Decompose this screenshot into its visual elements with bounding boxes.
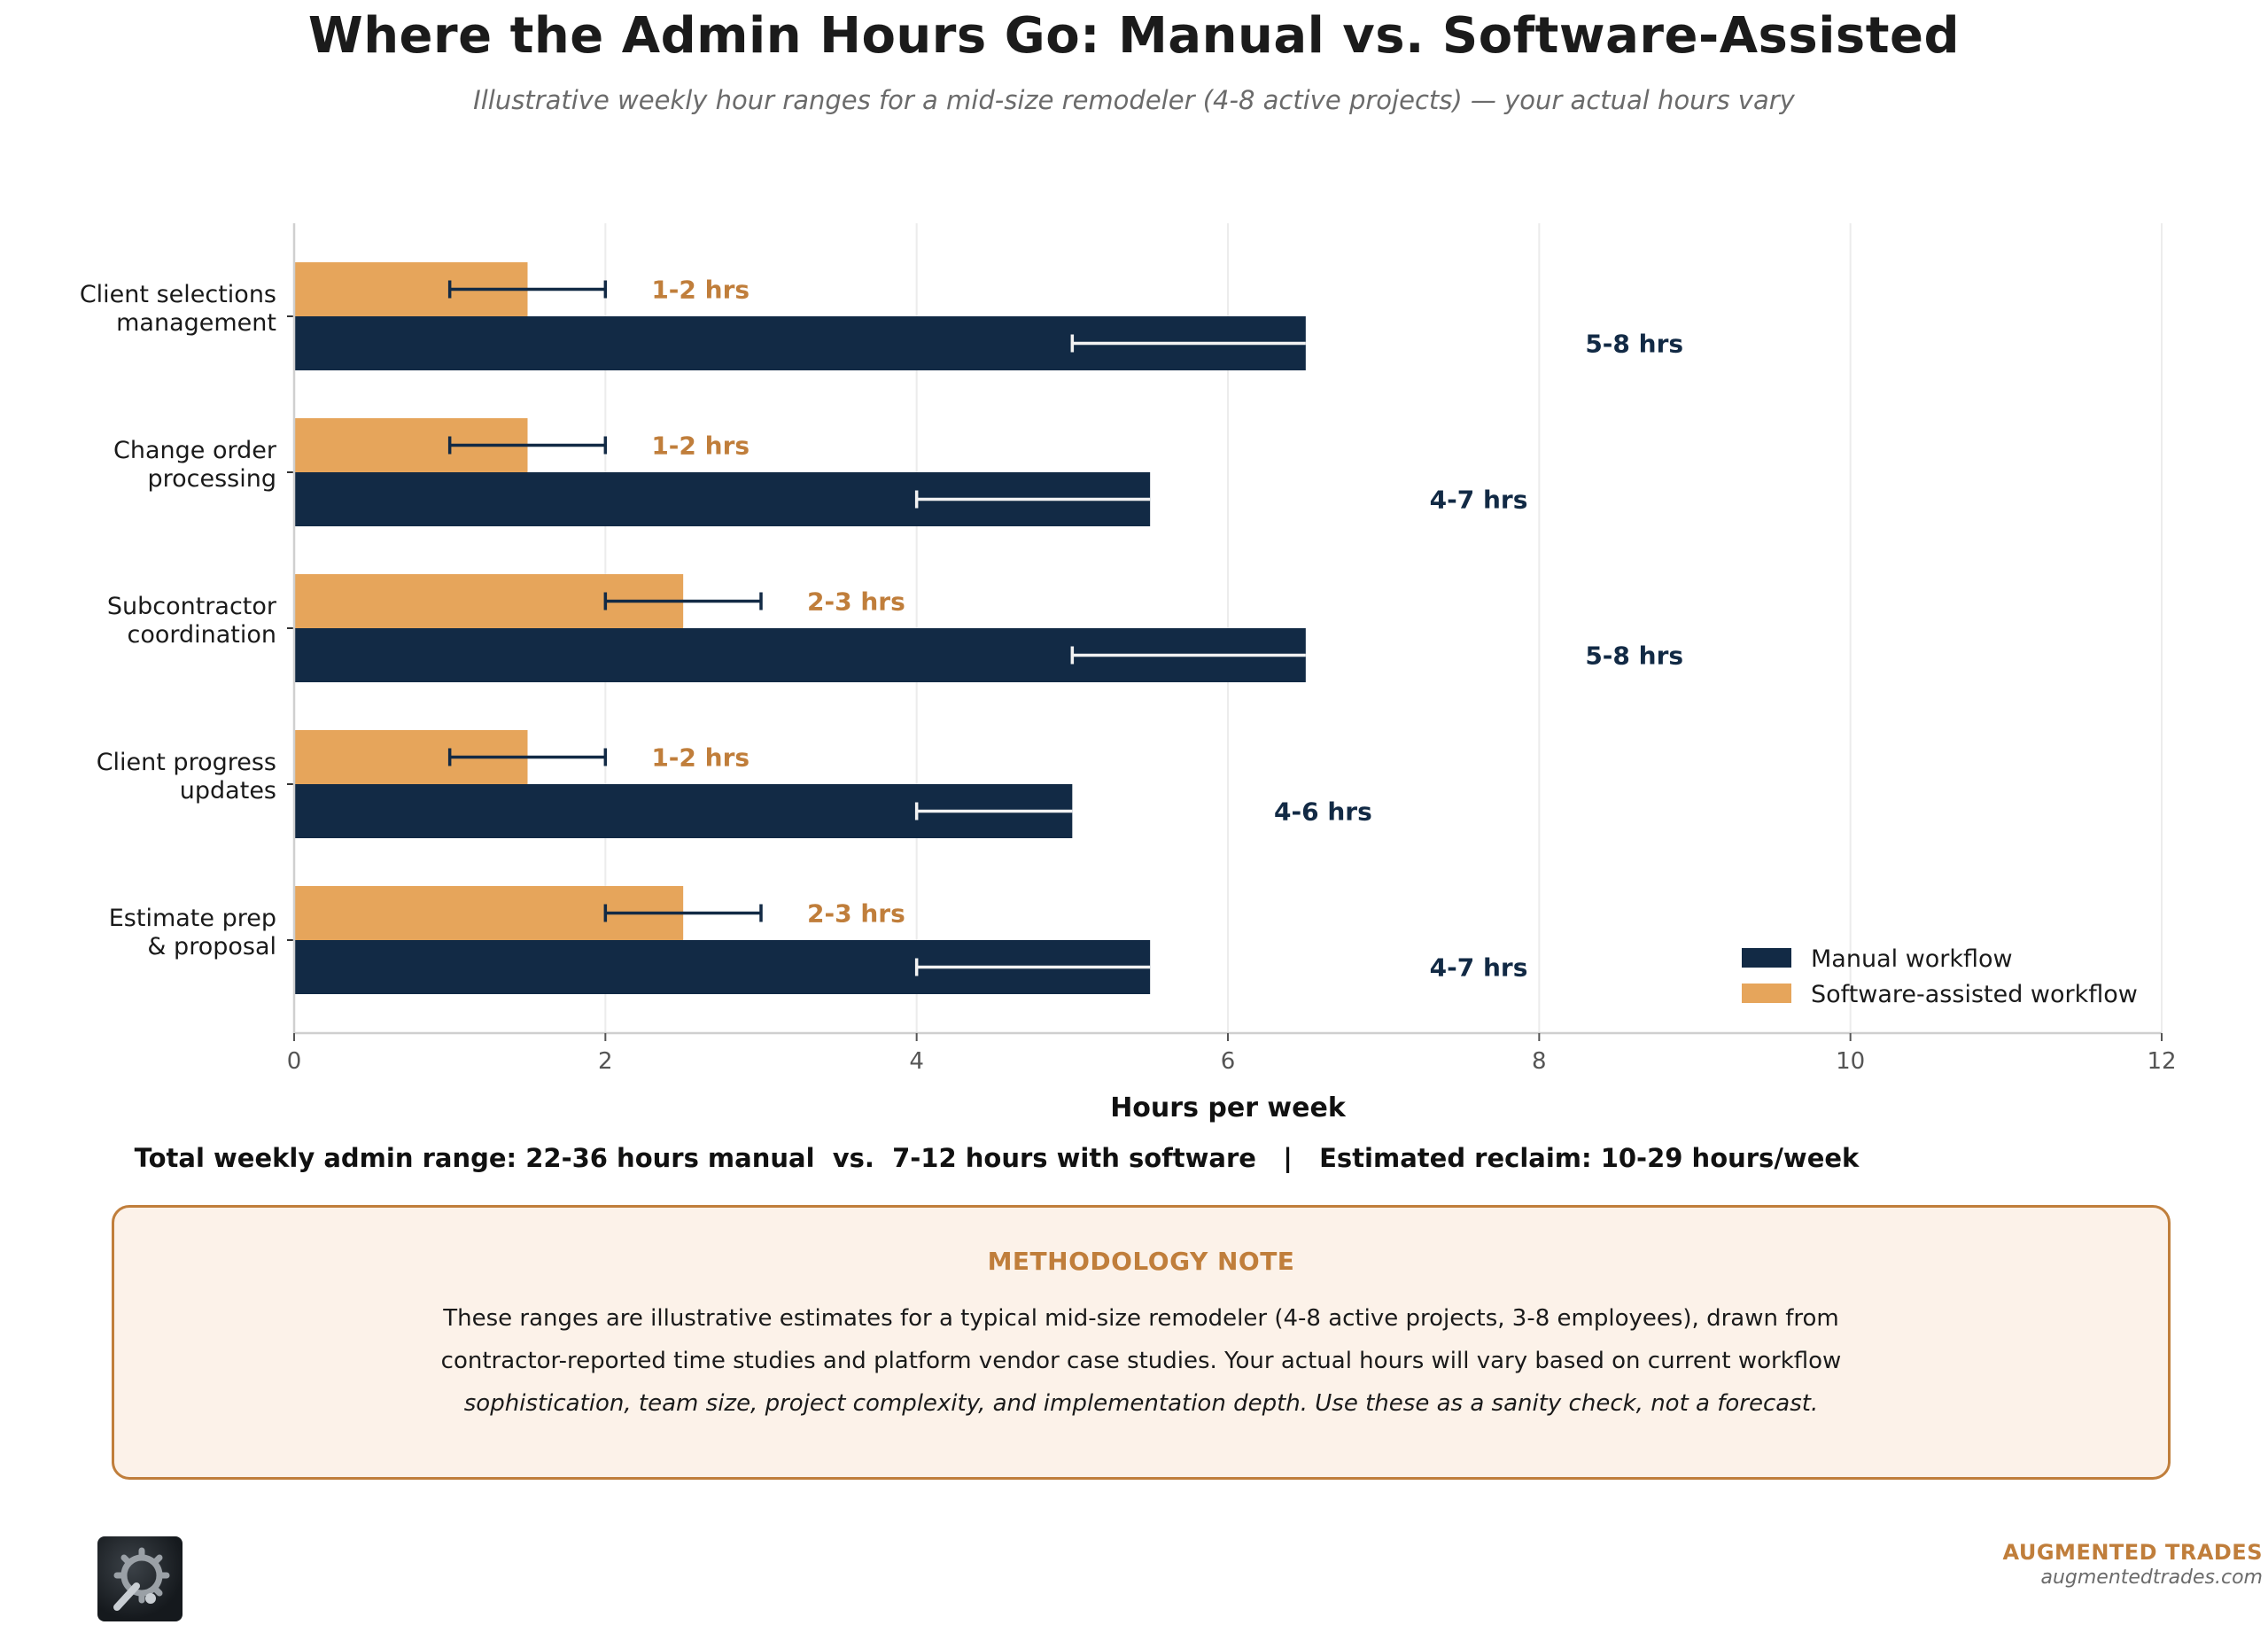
- x-tick-label: 8: [1532, 1048, 1547, 1075]
- category-label: Estimate prep & proposal: [109, 905, 276, 960]
- manual-value-label: 5-8 hrs: [1585, 641, 1683, 671]
- legend-label-software: Software-assisted workflow: [1811, 981, 2138, 1008]
- category-label: Client selections management: [80, 281, 276, 337]
- totals-summary: Total weekly admin range: 22-36 hours ma…: [134, 1143, 1860, 1173]
- x-tick-label: 6: [1221, 1048, 1236, 1075]
- chart-subtitle: Illustrative weekly hour ranges for a mi…: [473, 85, 1795, 115]
- legend-swatch-manual: [1742, 948, 1791, 968]
- methodology-heading: METHODOLOGY NOTE: [987, 1247, 1295, 1276]
- manual-value-label: 4-7 hrs: [1430, 953, 1528, 983]
- manual-value-label: 4-7 hrs: [1430, 486, 1528, 515]
- legend: Manual workflow Software-assisted workflo…: [1742, 945, 2138, 1008]
- brand-logo-icon: [97, 1536, 183, 1621]
- software-value-label: 2-3 hrs: [807, 899, 905, 929]
- x-tick-label: 4: [909, 1048, 924, 1075]
- bar-chart: 1-2 hrs 5-8 hrs Client selections managemen…: [80, 223, 2177, 1124]
- software-value-label: 2-3 hrs: [807, 587, 905, 617]
- software-value-label: 1-2 hrs: [651, 743, 750, 773]
- category-label: Change order processing: [113, 437, 277, 493]
- x-tick-label: 10: [1836, 1048, 1865, 1075]
- methodology-text-line: contractor-reported time studies and pla…: [440, 1348, 1842, 1374]
- manual-value-label: 4-6 hrs: [1274, 797, 1372, 827]
- category-label: Subcontractor coordination: [107, 593, 277, 649]
- software-value-label: 1-2 hrs: [651, 432, 750, 461]
- methodology-note-box: METHODOLOGY NOTE These ranges are illust…: [112, 1205, 2171, 1480]
- x-tick-label: 12: [2147, 1048, 2176, 1075]
- x-tick-label: 0: [287, 1048, 302, 1075]
- x-tick-label: 2: [598, 1048, 613, 1075]
- software-value-label: 1-2 hrs: [651, 276, 750, 305]
- methodology-text-line: These ranges are illustrative estimates …: [443, 1305, 1839, 1332]
- methodology-text-line: sophistication, team size, project compl…: [463, 1390, 1819, 1417]
- legend-swatch-software: [1742, 984, 1791, 1003]
- x-axis-label: Hours per week: [1110, 1092, 1347, 1124]
- category-label: Client progress updates: [97, 749, 276, 805]
- chart-title: Where the Admin Hours Go: Manual vs. Sof…: [307, 7, 1961, 65]
- manual-value-label: 5-8 hrs: [1585, 330, 1683, 359]
- legend-label-manual: Manual workflow: [1811, 945, 2013, 973]
- brand-name: AUGMENTED TRADES: [2002, 1540, 2263, 1565]
- brand-url: augmentedtrades.com: [2040, 1567, 2263, 1589]
